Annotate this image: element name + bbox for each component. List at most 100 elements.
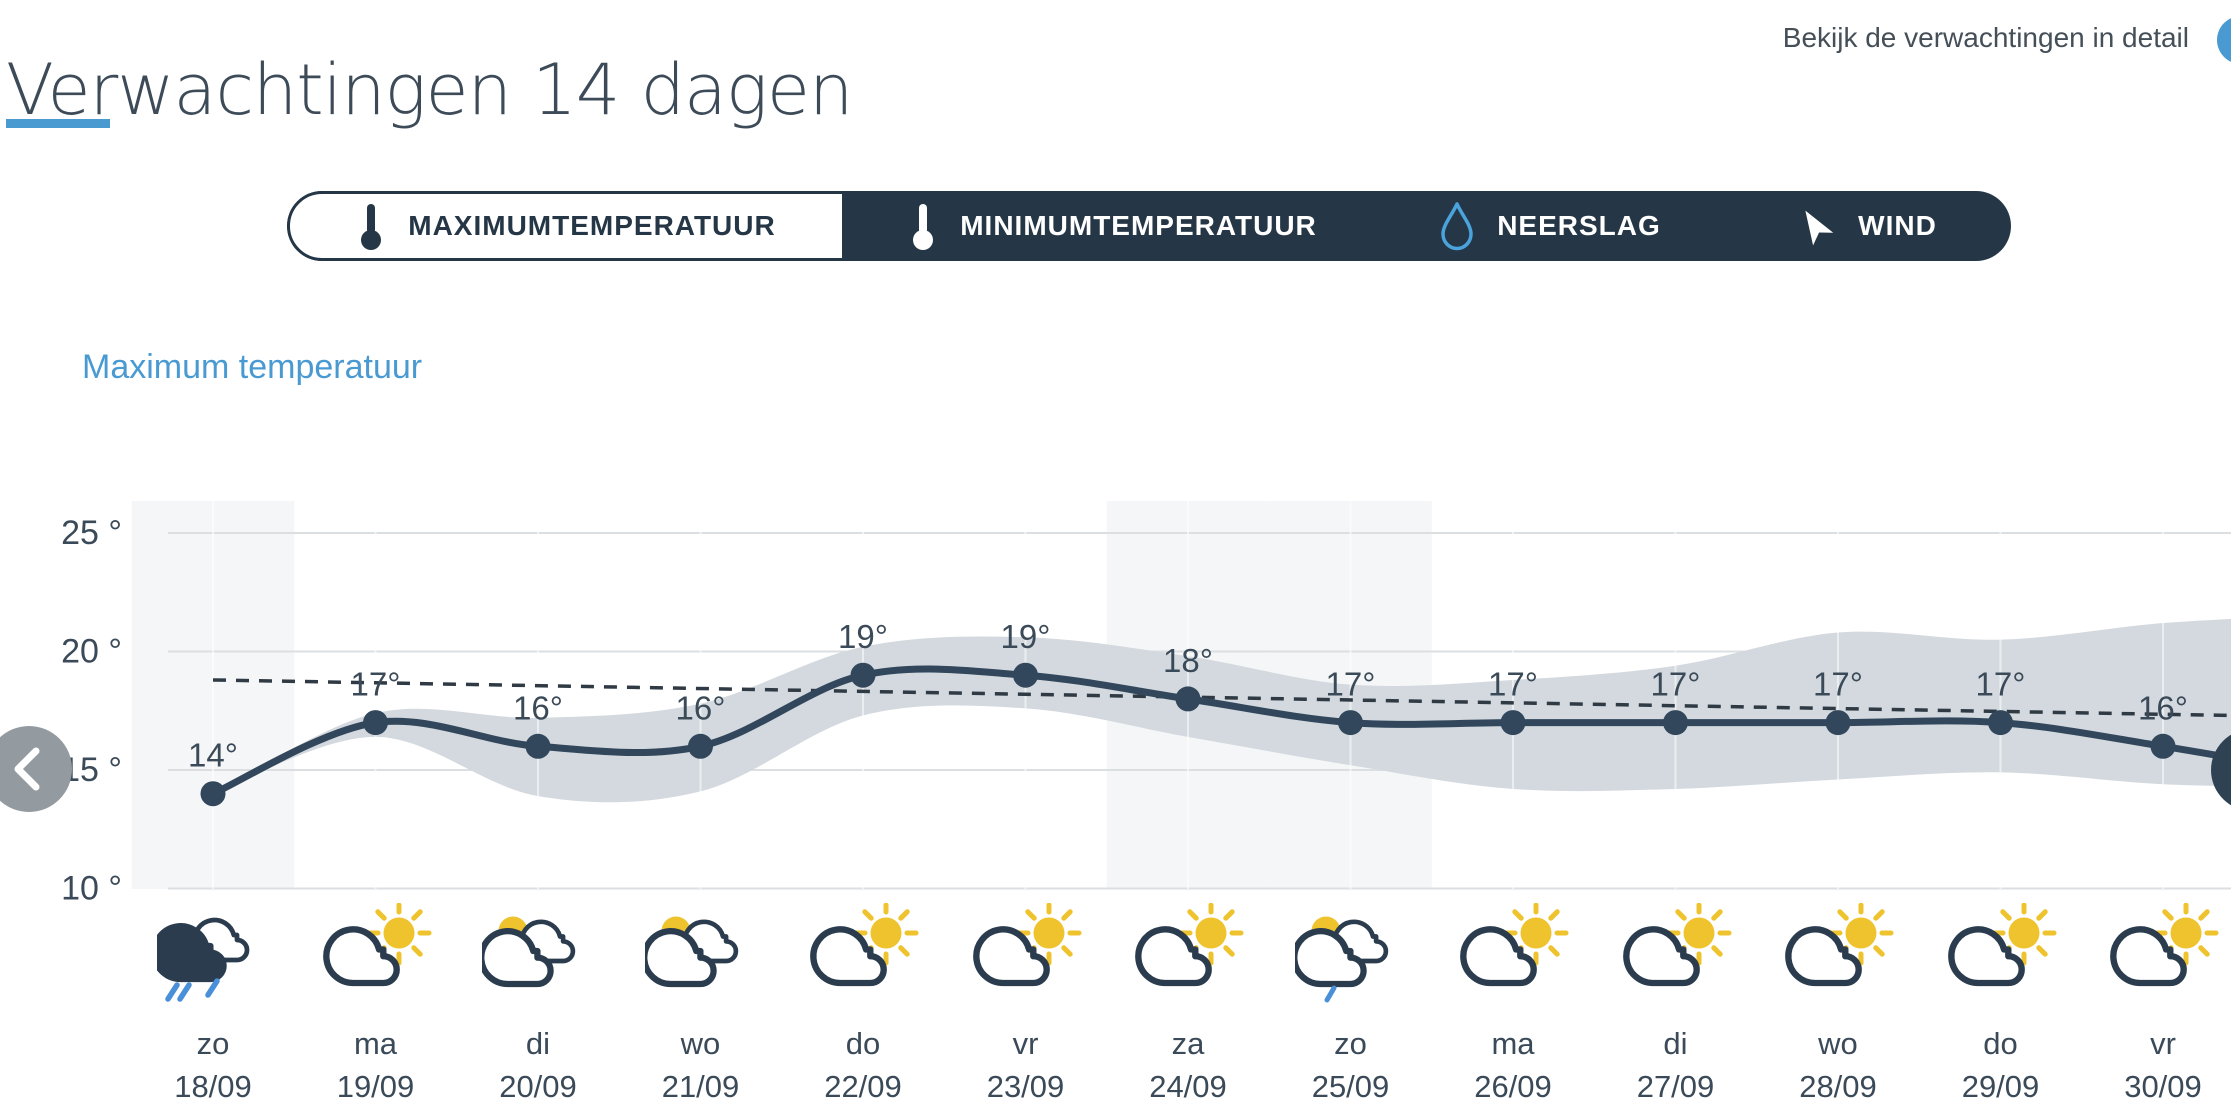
weekday-label: zo <box>1334 1026 1367 1061</box>
forecast-day-column: di 20/09 <box>457 903 619 1108</box>
forecast-day-column: za 24/09 <box>1107 903 1269 1108</box>
forecast-tabs: MAXIMUMTEMPERATUUR MINIMUMTEMPERATUUR NEER… <box>287 191 2011 261</box>
temperature-point <box>1663 710 1688 736</box>
y-tick-label: 10 ° <box>61 870 122 906</box>
chart-section-label: Maximum temperatuur <box>82 348 423 386</box>
weekday-label: vr <box>2150 1026 2176 1061</box>
temperature-label: 17° <box>1326 666 1376 703</box>
sun-cloud-icon <box>782 903 944 1008</box>
thermometer-icon <box>356 200 386 252</box>
date-label: 18/09 <box>174 1069 252 1104</box>
forecast-day-column: di 27/09 <box>1595 903 1757 1108</box>
chevron-left-icon <box>14 747 40 791</box>
forecast-day-column: wo 21/09 <box>620 903 782 1108</box>
date-label: 23/09 <box>986 1069 1065 1104</box>
sun-behind-clouds-drizzle-icon <box>1270 903 1432 1008</box>
temperature-point <box>1500 710 1526 736</box>
sun-cloud-icon <box>1595 903 1757 1008</box>
forecast-day-column: vr 23/09 <box>945 903 1107 1108</box>
wind-icon <box>1794 205 1836 247</box>
weekday-label: wo <box>680 1026 721 1061</box>
temperature-label: 19° <box>1001 618 1051 655</box>
forecast-day-column: ma 19/09 <box>295 903 457 1108</box>
sun-cloud-icon <box>295 903 457 1008</box>
temperature-point <box>850 662 876 688</box>
date-label: 30/09 <box>2124 1069 2202 1104</box>
temperature-label: 17° <box>1976 666 2026 703</box>
temperature-label: 14° <box>188 737 238 774</box>
temperature-point <box>688 733 713 759</box>
uncertainty-band <box>213 618 2231 803</box>
temperature-point <box>1988 710 2013 736</box>
sun-cloud-icon <box>1432 903 1594 1008</box>
temperature-label: 17° <box>1651 666 1701 703</box>
date-label: 22/09 <box>824 1069 902 1104</box>
weekday-label: di <box>1663 1026 1688 1061</box>
y-tick-label: 25 ° <box>61 514 122 552</box>
forecast-day-column: vr 30/09 <box>2082 903 2231 1108</box>
sun-cloud-icon <box>945 903 1107 1008</box>
date-label: 28/09 <box>1799 1069 1877 1104</box>
normal-dashed-line <box>212 678 2231 718</box>
sun-cloud-icon <box>1757 903 1919 1008</box>
weekday-label: vr <box>1012 1026 1039 1061</box>
tab-label: NEERSLAG <box>1497 210 1661 241</box>
weekday-label: ma <box>353 1026 398 1061</box>
sun-behind-clouds-icon <box>620 903 782 1008</box>
next-button[interactable] <box>2211 729 2231 811</box>
weekday-label: ma <box>1491 1026 1535 1061</box>
tab-maximumtemperatuur[interactable]: MAXIMUMTEMPERATUUR <box>287 191 845 261</box>
prev-button[interactable] <box>0 726 72 812</box>
temperature-point <box>1013 662 1038 688</box>
forecast-day-column: ma 26/09 <box>1432 903 1594 1108</box>
temperature-label: 17° <box>1813 666 1863 703</box>
title-underline <box>6 119 110 128</box>
weekday-label: za <box>1171 1026 1205 1061</box>
temperature-label: 18° <box>1163 642 1213 679</box>
temperature-label: 16° <box>2138 689 2188 726</box>
temperature-label: 19° <box>838 618 888 655</box>
forecast-day-column: do 22/09 <box>782 903 944 1108</box>
date-label: 19/09 <box>336 1069 415 1104</box>
date-label: 21/09 <box>661 1069 740 1104</box>
detail-link[interactable]: Bekijk de verwachtingen in detail <box>1782 22 2189 53</box>
tab-minimumtemperatuur[interactable]: MINIMUMTEMPERATUUR <box>845 191 1380 261</box>
rain-icon <box>132 903 294 1008</box>
temperature-label: 17° <box>351 666 401 703</box>
temperature-point <box>1338 710 1363 736</box>
droplet-icon <box>1439 201 1475 251</box>
tab-label: MAXIMUMTEMPERATUUR <box>408 210 776 241</box>
tab-neerslag[interactable]: NEERSLAG <box>1380 191 1720 261</box>
weekday-label: di <box>525 1026 551 1061</box>
weekday-label: wo <box>1818 1026 1858 1061</box>
weekday-label: zo <box>196 1026 230 1061</box>
sun-cloud-icon <box>2082 903 2231 1008</box>
page-title: Verwachtingen 14 dagen <box>6 48 853 131</box>
date-label: 25/09 <box>1311 1069 1390 1104</box>
weekday-label: do <box>845 1026 881 1061</box>
temperature-point <box>1825 710 1851 736</box>
date-label: 20/09 <box>499 1069 577 1104</box>
thermometer-icon <box>908 200 938 252</box>
temperature-point <box>525 733 551 759</box>
detail-next-button[interactable] <box>2217 16 2231 64</box>
weekday-label: do <box>1983 1026 2018 1061</box>
date-label: 24/09 <box>1149 1069 1227 1104</box>
temperature-label: 16° <box>676 689 726 726</box>
sun-behind-clouds-icon <box>457 903 619 1008</box>
date-label: 27/09 <box>1636 1069 1715 1104</box>
sun-cloud-icon <box>1920 903 2082 1008</box>
y-tick-label: 20 ° <box>61 633 122 671</box>
tab-wind[interactable]: WIND <box>1720 191 2011 261</box>
forecast-day-column: wo 28/09 <box>1757 903 1919 1108</box>
forecast-chart: 25 °20 °15 °10 °14°17°16° 16°19° 19°18°17°… <box>61 501 2231 906</box>
forecast-day-column: zo 25/09 <box>1270 903 1432 1108</box>
temperature-point <box>363 710 388 736</box>
forecast-day-column: zo 18/09 <box>132 903 294 1108</box>
forecast-day-column: do 29/09 <box>1920 903 2082 1108</box>
tab-label: WIND <box>1858 210 1937 241</box>
temperature-point <box>1175 686 1201 712</box>
temperature-label: 16° <box>513 689 563 726</box>
date-label: 29/09 <box>1961 1069 2040 1104</box>
date-label: 26/09 <box>1474 1069 1552 1104</box>
